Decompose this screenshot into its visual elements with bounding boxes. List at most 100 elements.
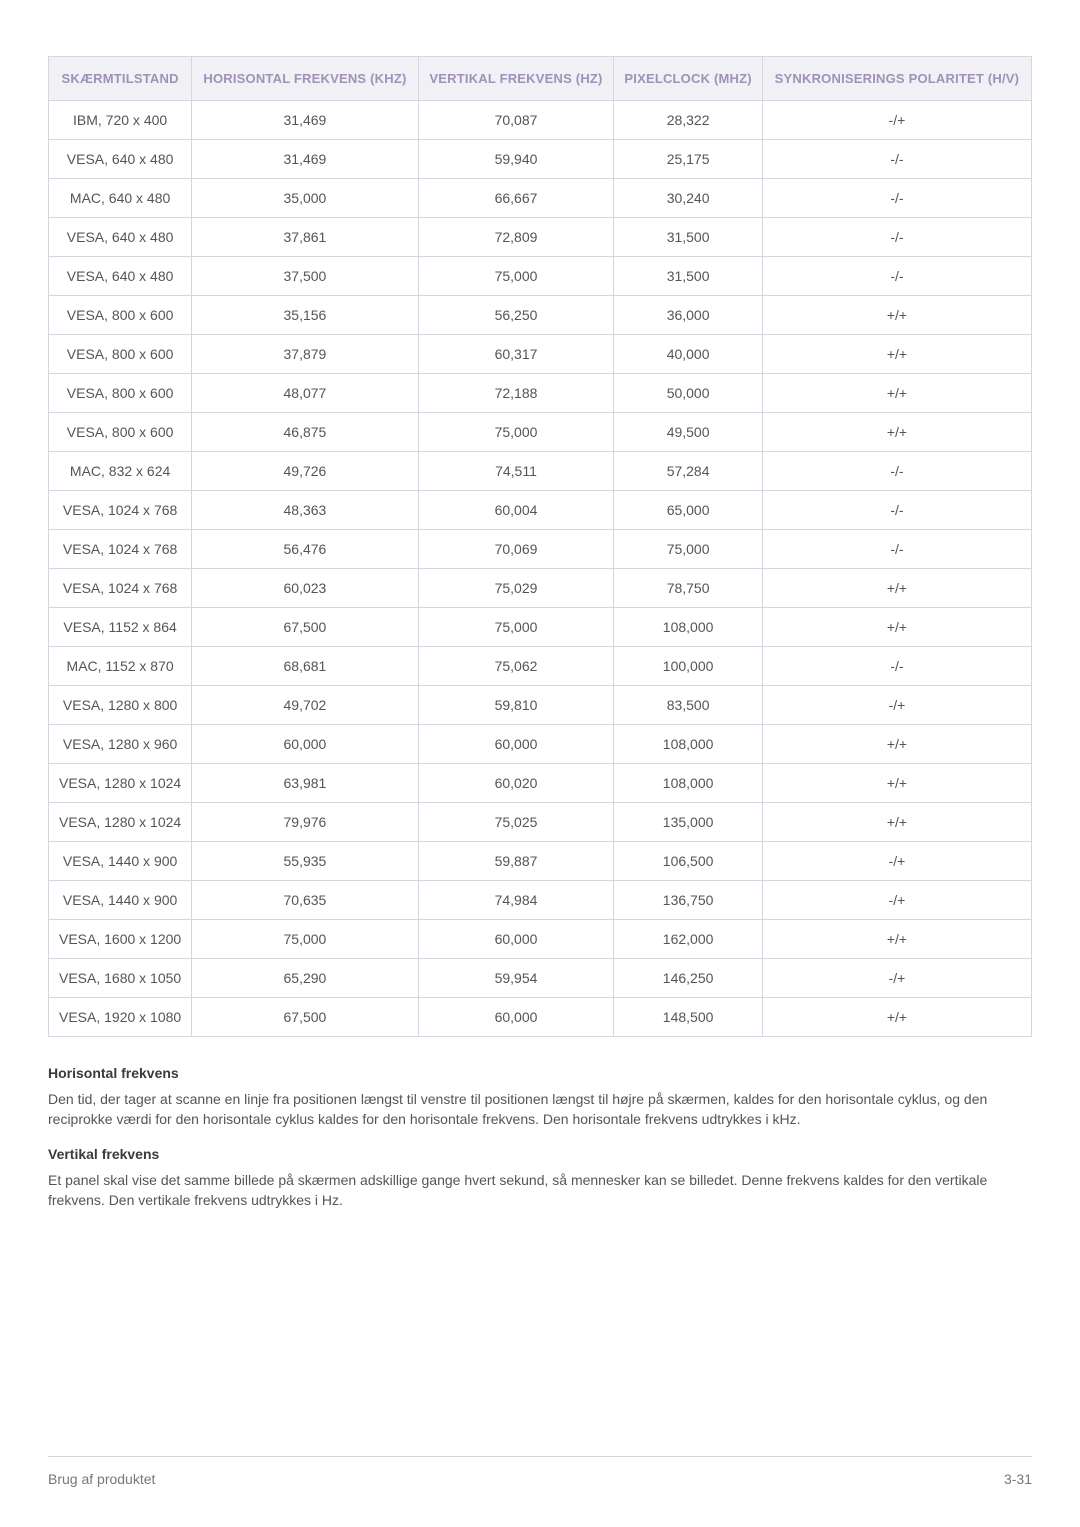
table-cell: +/+ — [762, 569, 1031, 608]
table-cell: 49,726 — [192, 452, 418, 491]
table-cell: 162,000 — [614, 920, 763, 959]
table-cell: 75,025 — [418, 803, 614, 842]
table-cell: -/- — [762, 530, 1031, 569]
table-cell: 37,500 — [192, 257, 418, 296]
table-cell: 67,500 — [192, 998, 418, 1037]
table-cell: 65,000 — [614, 491, 763, 530]
table-cell: 60,020 — [418, 764, 614, 803]
table-cell: VESA, 1024 x 768 — [49, 569, 192, 608]
table-cell: 100,000 — [614, 647, 763, 686]
table-cell: 75,000 — [614, 530, 763, 569]
table-row: VESA, 1152 x 86467,50075,000108,000+/+ — [49, 608, 1032, 647]
table-row: VESA, 640 x 48031,46959,94025,175-/- — [49, 140, 1032, 179]
table-cell: 31,469 — [192, 101, 418, 140]
table-row: VESA, 1280 x 96060,00060,000108,000+/+ — [49, 725, 1032, 764]
table-cell: 48,077 — [192, 374, 418, 413]
table-row: VESA, 1024 x 76860,02375,02978,750+/+ — [49, 569, 1032, 608]
table-cell: 68,681 — [192, 647, 418, 686]
table-cell: -/+ — [762, 686, 1031, 725]
vertikal-frekvens-text: Et panel skal vise det samme billede på … — [48, 1170, 1032, 1211]
table-cell: 74,511 — [418, 452, 614, 491]
table-cell: 60,000 — [418, 998, 614, 1037]
table-cell: 59,810 — [418, 686, 614, 725]
table-cell: VESA, 1152 x 864 — [49, 608, 192, 647]
table-row: MAC, 832 x 62449,72674,51157,284-/- — [49, 452, 1032, 491]
col-synkroniserings-polaritet: SYNKRONISERINGS POLARITET (H/V) — [762, 57, 1031, 101]
table-row: VESA, 1680 x 105065,29059,954146,250-/+ — [49, 959, 1032, 998]
table-cell: VESA, 1280 x 1024 — [49, 803, 192, 842]
table-cell: 48,363 — [192, 491, 418, 530]
table-cell: VESA, 1600 x 1200 — [49, 920, 192, 959]
col-skærmtilstand: SKÆRMTILSTAND — [49, 57, 192, 101]
table-cell: +/+ — [762, 998, 1031, 1037]
table-cell: 65,290 — [192, 959, 418, 998]
table-cell: 49,702 — [192, 686, 418, 725]
table-cell: -/+ — [762, 959, 1031, 998]
table-cell: +/+ — [762, 413, 1031, 452]
table-cell: 31,500 — [614, 257, 763, 296]
table-row: VESA, 1024 x 76848,36360,00465,000-/- — [49, 491, 1032, 530]
table-cell: 60,023 — [192, 569, 418, 608]
table-cell: 25,175 — [614, 140, 763, 179]
table-cell: 135,000 — [614, 803, 763, 842]
table-body: IBM, 720 x 40031,46970,08728,322-/+VESA,… — [49, 101, 1032, 1037]
table-cell: 108,000 — [614, 764, 763, 803]
table-cell: 60,000 — [418, 725, 614, 764]
col-pixelclock: PIXELCLOCK (MHZ) — [614, 57, 763, 101]
table-cell: VESA, 1440 x 900 — [49, 881, 192, 920]
col-vertikal-frekvens: VERTIKAL FREKVENS (HZ) — [418, 57, 614, 101]
table-row: VESA, 800 x 60035,15656,25036,000+/+ — [49, 296, 1032, 335]
table-cell: 75,000 — [418, 413, 614, 452]
table-cell: IBM, 720 x 400 — [49, 101, 192, 140]
table-cell: 59,887 — [418, 842, 614, 881]
table-cell: 75,062 — [418, 647, 614, 686]
table-cell: 31,500 — [614, 218, 763, 257]
table-cell: -/- — [762, 452, 1031, 491]
table-cell: 36,000 — [614, 296, 763, 335]
table-cell: 146,250 — [614, 959, 763, 998]
table-cell: 56,476 — [192, 530, 418, 569]
table-header: SKÆRMTILSTAND HORISONTAL FREKVENS (KHZ) … — [49, 57, 1032, 101]
table-cell: 49,500 — [614, 413, 763, 452]
table-cell: 136,750 — [614, 881, 763, 920]
footer-left: Brug af produktet — [48, 1471, 155, 1487]
table-cell: 108,000 — [614, 608, 763, 647]
table-cell: -/- — [762, 179, 1031, 218]
table-cell: -/- — [762, 140, 1031, 179]
table-cell: VESA, 1280 x 1024 — [49, 764, 192, 803]
page-footer: Brug af produktet 3-31 — [48, 1456, 1032, 1487]
table-cell: VESA, 1024 x 768 — [49, 491, 192, 530]
table-cell: 55,935 — [192, 842, 418, 881]
table-row: VESA, 800 x 60037,87960,31740,000+/+ — [49, 335, 1032, 374]
table-cell: VESA, 640 x 480 — [49, 140, 192, 179]
table-cell: 75,000 — [418, 257, 614, 296]
table-row: MAC, 1152 x 87068,68175,062100,000-/- — [49, 647, 1032, 686]
table-cell: 31,469 — [192, 140, 418, 179]
table-row: VESA, 1440 x 90055,93559,887106,500-/+ — [49, 842, 1032, 881]
table-cell: -/- — [762, 491, 1031, 530]
table-cell: 70,087 — [418, 101, 614, 140]
table-cell: 37,879 — [192, 335, 418, 374]
table-cell: 75,029 — [418, 569, 614, 608]
table-cell: 106,500 — [614, 842, 763, 881]
table-row: VESA, 1440 x 90070,63574,984136,750-/+ — [49, 881, 1032, 920]
table-cell: 75,000 — [192, 920, 418, 959]
table-row: VESA, 640 x 48037,50075,00031,500-/- — [49, 257, 1032, 296]
table-cell: VESA, 640 x 480 — [49, 257, 192, 296]
table-cell: VESA, 800 x 600 — [49, 296, 192, 335]
table-cell: 59,954 — [418, 959, 614, 998]
table-cell: VESA, 1024 x 768 — [49, 530, 192, 569]
table-cell: 59,940 — [418, 140, 614, 179]
table-cell: 46,875 — [192, 413, 418, 452]
table-cell: VESA, 1280 x 800 — [49, 686, 192, 725]
table-cell: 30,240 — [614, 179, 763, 218]
footer-right: 3-31 — [1004, 1471, 1032, 1487]
timing-table: SKÆRMTILSTAND HORISONTAL FREKVENS (KHZ) … — [48, 56, 1032, 1037]
table-row: VESA, 800 x 60046,87575,00049,500+/+ — [49, 413, 1032, 452]
table-cell: 35,000 — [192, 179, 418, 218]
table-cell: 108,000 — [614, 725, 763, 764]
table-cell: MAC, 640 x 480 — [49, 179, 192, 218]
table-cell: +/+ — [762, 296, 1031, 335]
table-cell: 78,750 — [614, 569, 763, 608]
table-row: VESA, 640 x 48037,86172,80931,500-/- — [49, 218, 1032, 257]
